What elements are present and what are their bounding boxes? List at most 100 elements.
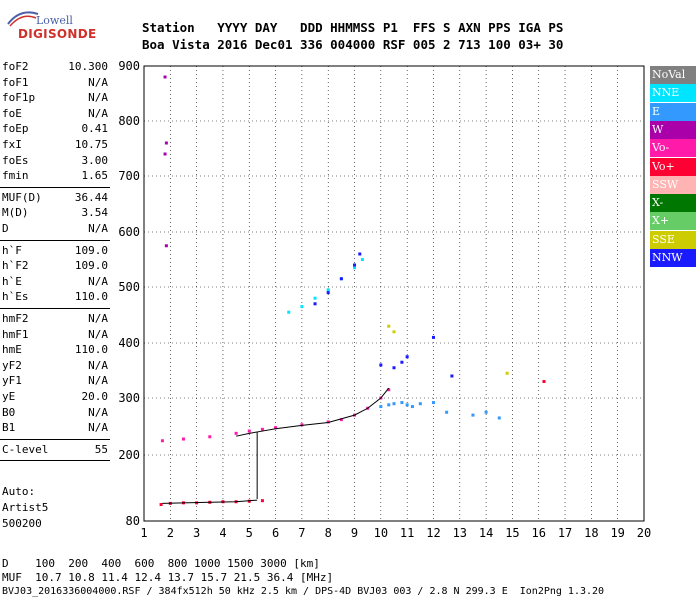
data-point (300, 423, 304, 427)
data-point (387, 403, 391, 407)
data-point (160, 439, 164, 443)
param-name: hmE (2, 343, 22, 357)
param-row: B0 N/A (2, 406, 108, 422)
param-value: N/A (88, 91, 108, 105)
param-value: N/A (88, 374, 108, 388)
param-value: 36.44 (74, 190, 108, 204)
legend-item-noval: NoVal (650, 66, 696, 84)
param-row: h`Es 110.0 (2, 290, 108, 306)
confidence-code: 500200 (2, 517, 42, 530)
data-point (353, 263, 357, 267)
param-row: C-level 55 (2, 443, 108, 459)
param-value: 110.0 (74, 290, 108, 304)
param-row: foEp 0.41 (2, 122, 108, 138)
data-point (260, 427, 264, 431)
param-value: N/A (88, 222, 108, 235)
param-value: N/A (88, 358, 108, 372)
data-point (326, 291, 330, 295)
trace-line (235, 387, 390, 437)
y-tick-label: 500 (118, 280, 140, 294)
param-name: foF2 (2, 60, 29, 73)
param-name: yF2 (2, 358, 22, 372)
legend-item-ssw: SSW (650, 175, 696, 194)
legend-item-vo-: Vo+ (650, 157, 696, 176)
param-value: 10.300 (68, 60, 108, 73)
x-tick-label: 16 (532, 526, 546, 540)
divider (0, 308, 110, 309)
x-tick-label: 2 (167, 526, 174, 540)
x-tick-label: 4 (219, 526, 226, 540)
data-point (164, 141, 168, 145)
data-point (410, 405, 414, 409)
x-tick-label: 7 (298, 526, 305, 540)
data-point (313, 302, 317, 306)
y-tick-label: 700 (118, 169, 140, 183)
data-point (392, 402, 396, 406)
param-row: hmE 110.0 (2, 343, 108, 359)
divider (0, 186, 110, 188)
data-point (450, 374, 454, 378)
data-point (181, 437, 185, 441)
divider (0, 460, 110, 462)
param-value: N/A (88, 421, 108, 435)
data-point (274, 426, 278, 430)
param-value: N/A (88, 405, 108, 419)
muf-row: MUF 10.7 10.8 11.4 12.4 13.7 15.7 21.5 3… (2, 571, 334, 584)
y-tick-label: 600 (118, 225, 140, 239)
param-row: h`E N/A (2, 275, 108, 291)
x-tick-label: 18 (584, 526, 598, 540)
param-name: foE (2, 106, 22, 120)
logo-line2: DIGISONDE (18, 27, 97, 41)
data-point (484, 410, 488, 414)
param-row: fmin 1.65 (2, 169, 108, 185)
param-name: fxI (2, 138, 22, 151)
param-name: hmF2 (2, 312, 29, 325)
param-name: yF1 (2, 374, 22, 388)
param-name: B0 (2, 405, 16, 419)
x-tick-label: 5 (246, 526, 253, 540)
y-tick-label: 900 (118, 59, 140, 73)
auto-label: Auto: (2, 485, 36, 498)
param-value: N/A (88, 106, 108, 120)
data-point (164, 244, 168, 248)
data-point (497, 416, 501, 420)
data-point (326, 420, 330, 424)
param-row: hmF2 N/A (2, 312, 108, 328)
distance-row: D 100 200 400 600 800 1000 1500 3000 [km… (2, 557, 320, 570)
param-name: foEs (2, 153, 29, 167)
param-name: h`F (2, 243, 22, 257)
param-row: h`F 109.0 (2, 244, 108, 260)
logo-line1: Lowell (36, 14, 73, 27)
data-point (400, 360, 404, 364)
param-name: D (2, 222, 9, 235)
param-value: N/A (88, 327, 108, 341)
data-point (387, 324, 391, 328)
data-point (431, 401, 435, 405)
param-row: foF1 N/A (2, 76, 108, 92)
artist-label: Artist5 (2, 501, 49, 514)
param-name: M(D) (2, 206, 29, 220)
param-value: 109.0 (74, 259, 108, 273)
x-tick-label: 11 (400, 526, 414, 540)
x-tick-label: 15 (505, 526, 519, 540)
data-point (387, 388, 391, 392)
x-tick-label: 1 (140, 526, 147, 540)
data-point (405, 355, 409, 359)
param-value: 10.75 (74, 138, 108, 151)
legend-item-e: E (650, 102, 696, 121)
data-point (418, 402, 422, 406)
x-tick-label: 8 (325, 526, 332, 540)
legend-item-w: W (650, 120, 696, 139)
param-row: foEs 3.00 (2, 154, 108, 170)
param-value: 1.65 (81, 169, 109, 183)
data-point (163, 75, 167, 79)
legend-item-x-: X+ (650, 212, 696, 231)
data-point (505, 371, 509, 375)
param-row: M(D) 3.54 (2, 206, 108, 222)
param-name: h`E (2, 274, 22, 288)
param-name: foEp (2, 122, 29, 136)
data-point (379, 405, 383, 409)
data-point (163, 152, 167, 156)
x-tick-label: 10 (374, 526, 388, 540)
x-tick-label: 12 (426, 526, 440, 540)
